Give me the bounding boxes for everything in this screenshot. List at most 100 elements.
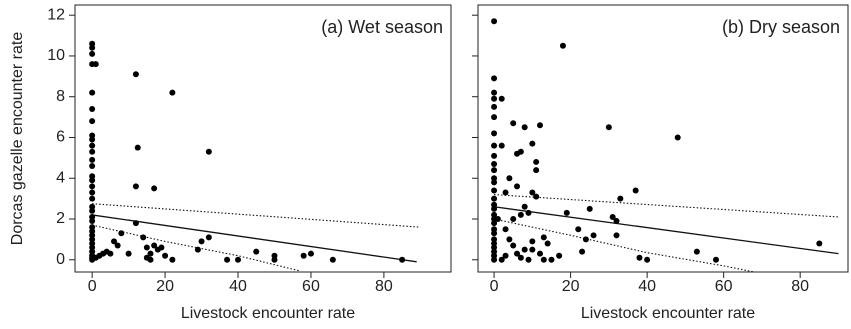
data-point bbox=[89, 207, 96, 214]
y-tick-label: 0 bbox=[56, 251, 65, 268]
data-point bbox=[491, 18, 498, 25]
x-tick-label: 0 bbox=[490, 278, 499, 295]
y-tick-label: 2 bbox=[56, 210, 65, 227]
data-point bbox=[271, 256, 278, 263]
y-axis-label: Dorcas gazelle encounter rate bbox=[9, 32, 26, 246]
data-point bbox=[494, 216, 501, 223]
data-point bbox=[498, 142, 505, 149]
data-point bbox=[609, 213, 616, 220]
data-point bbox=[575, 226, 582, 233]
data-point bbox=[693, 248, 700, 255]
data-point bbox=[89, 89, 96, 96]
data-point bbox=[556, 252, 563, 259]
data-point bbox=[89, 148, 96, 155]
data-point bbox=[510, 242, 517, 249]
data-point bbox=[89, 177, 96, 184]
data-point bbox=[399, 256, 406, 263]
data-point bbox=[536, 250, 543, 257]
panel: 0 2 4 6 8 10 12 0 20 40 60 80 Livestock encounter ra… bbox=[9, 4, 452, 322]
panel-title: (a) Wet season bbox=[321, 17, 443, 37]
panel: 0 20 40 60 80 Livestock encounter rate (b) Dry… bbox=[472, 4, 849, 322]
data-point bbox=[491, 195, 498, 202]
data-point bbox=[89, 218, 96, 225]
data-point bbox=[613, 218, 620, 225]
panel-title: (b) Dry season bbox=[722, 17, 840, 37]
x-tick-label: 20 bbox=[562, 278, 580, 295]
data-point bbox=[590, 232, 597, 239]
data-point bbox=[525, 209, 532, 216]
data-point bbox=[525, 256, 532, 263]
data-point bbox=[89, 142, 96, 149]
data-point bbox=[300, 252, 307, 259]
fit-line bbox=[494, 194, 839, 218]
data-point bbox=[162, 252, 169, 259]
data-point bbox=[89, 50, 96, 57]
data-point bbox=[491, 130, 498, 137]
x-tick-label: 40 bbox=[229, 278, 247, 295]
x-axis-label: Livestock encounter rate bbox=[581, 305, 755, 322]
data-point bbox=[514, 183, 521, 190]
data-point bbox=[579, 248, 586, 255]
data-point bbox=[158, 244, 165, 251]
data-point bbox=[491, 220, 498, 227]
data-point bbox=[644, 256, 651, 263]
data-point bbox=[548, 256, 555, 263]
data-point bbox=[529, 189, 536, 196]
data-point bbox=[132, 220, 139, 227]
data-point bbox=[533, 158, 540, 165]
data-point bbox=[559, 42, 566, 49]
y-tick-label: 10 bbox=[47, 47, 65, 64]
data-point bbox=[491, 179, 498, 186]
x-tick-label: 60 bbox=[715, 278, 733, 295]
data-point bbox=[632, 187, 639, 194]
y-tick-label: 12 bbox=[47, 6, 65, 23]
x-tick-label: 20 bbox=[156, 278, 174, 295]
data-point bbox=[307, 250, 314, 257]
fit-line bbox=[92, 203, 421, 228]
data-point bbox=[491, 114, 498, 121]
data-point bbox=[517, 254, 524, 261]
data-point bbox=[89, 163, 96, 170]
data-point bbox=[132, 71, 139, 78]
fit-line bbox=[92, 214, 417, 263]
data-point bbox=[529, 140, 536, 147]
data-point bbox=[491, 230, 498, 237]
data-point bbox=[118, 230, 125, 237]
data-point bbox=[151, 242, 158, 249]
data-point bbox=[89, 136, 96, 143]
data-point bbox=[114, 242, 121, 249]
data-point bbox=[540, 234, 547, 241]
data-point bbox=[205, 148, 212, 155]
data-point bbox=[198, 238, 205, 245]
data-point bbox=[521, 124, 528, 131]
data-point bbox=[517, 148, 524, 155]
data-point bbox=[521, 203, 528, 210]
data-point bbox=[533, 167, 540, 174]
data-point bbox=[151, 185, 158, 192]
data-point bbox=[491, 95, 498, 102]
data-point bbox=[125, 250, 132, 257]
data-point bbox=[517, 211, 524, 218]
data-point bbox=[132, 183, 139, 190]
plot-frame bbox=[477, 4, 849, 273]
data-point bbox=[514, 250, 521, 257]
data-point bbox=[502, 189, 509, 196]
data-point bbox=[536, 122, 543, 129]
data-point bbox=[491, 89, 498, 96]
data-point bbox=[92, 254, 99, 261]
x-axis-label: Livestock encounter rate bbox=[181, 305, 355, 322]
x-tick-label: 40 bbox=[638, 278, 656, 295]
data-point bbox=[544, 240, 551, 247]
data-point bbox=[147, 250, 154, 257]
data-point bbox=[674, 134, 681, 141]
data-point bbox=[169, 256, 176, 263]
data-point bbox=[613, 232, 620, 239]
data-point bbox=[582, 236, 589, 243]
data-point bbox=[89, 189, 96, 196]
data-point bbox=[498, 256, 505, 263]
data-point bbox=[563, 209, 570, 216]
data-point bbox=[540, 256, 547, 263]
data-point bbox=[253, 248, 260, 255]
data-point bbox=[134, 144, 141, 151]
